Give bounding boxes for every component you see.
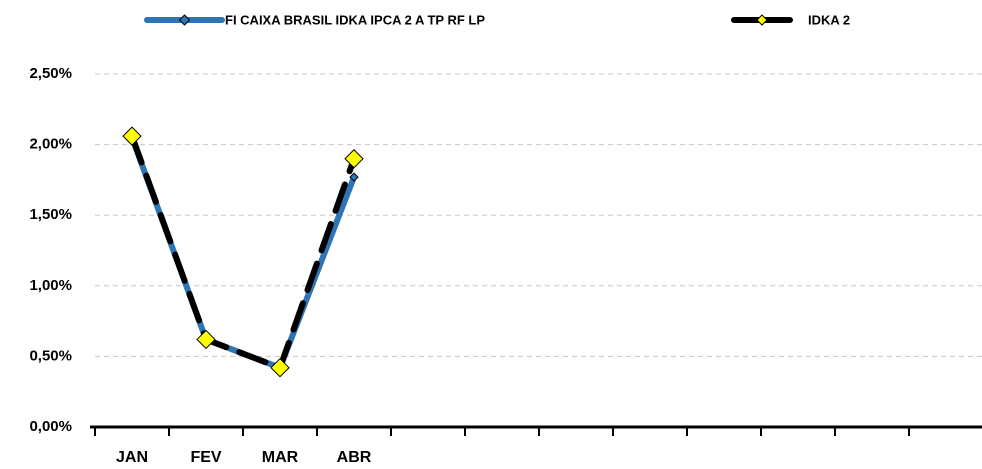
y-tick-label: 0,00% bbox=[29, 418, 72, 435]
legend-label: IDKA 2 bbox=[808, 12, 850, 27]
marker bbox=[344, 149, 364, 169]
series-line bbox=[129, 133, 357, 371]
marker bbox=[196, 329, 216, 350]
x-tick-label: ABR bbox=[337, 449, 372, 466]
legend-marker bbox=[756, 14, 768, 26]
y-tick-label: 2,50% bbox=[29, 65, 72, 82]
y-tick-label: 1,00% bbox=[29, 277, 72, 294]
marker bbox=[270, 357, 290, 378]
marker bbox=[122, 126, 142, 146]
x-tick-label: FEV bbox=[190, 449, 221, 466]
legend-marker bbox=[178, 14, 191, 26]
y-tick-label: 0,50% bbox=[29, 347, 72, 364]
legend-label: FI CAIXA BRASIL IDKA IPCA 2 A TP RF LP bbox=[225, 12, 485, 27]
y-tick-label: 2,00% bbox=[29, 136, 72, 153]
x-tick-label: MAR bbox=[262, 449, 299, 466]
marker bbox=[349, 172, 359, 182]
x-tick-label: JAN bbox=[116, 449, 148, 466]
y-tick-label: 1,50% bbox=[29, 206, 72, 223]
